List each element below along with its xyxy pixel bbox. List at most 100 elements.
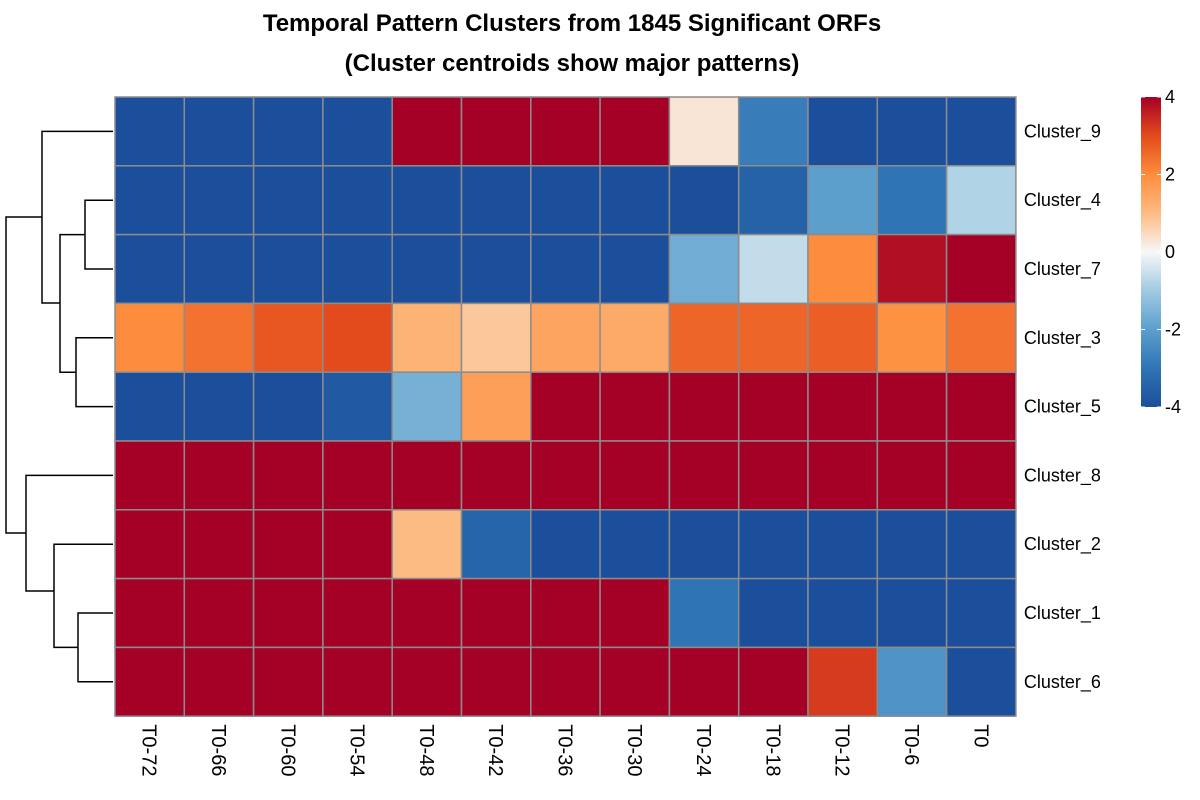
heatmap-cell [737, 371, 809, 442]
dendrogram-branch [41, 130, 113, 304]
column-label: T0-24 [692, 724, 714, 776]
heatmap-cell [252, 440, 324, 511]
row-labels: Cluster_9 Cluster_4 Cluster_7 Cluster_3 Clus… [1024, 121, 1101, 692]
heatmap-cell [460, 646, 532, 717]
heatmap-cell [807, 233, 879, 305]
heatmap-cell [114, 233, 186, 305]
color-legend: 4 2 0 -2 -4 [1141, 87, 1181, 417]
heatmap-cell [807, 577, 879, 649]
row-dendrogram [5, 130, 113, 683]
heatmap-cell [876, 165, 948, 236]
column-label: T0-6 [900, 724, 922, 765]
heatmap-cell [668, 371, 740, 442]
heatmap-cell [945, 371, 1017, 442]
heatmap-cell [460, 165, 532, 236]
heatmap-cell [530, 440, 601, 511]
heatmap-cell [114, 646, 186, 717]
heatmap-cell [183, 233, 255, 305]
heatmap-cell [252, 577, 324, 649]
heatmap-cell [252, 646, 324, 717]
heatmap-cell [322, 440, 393, 511]
heatmap-cell [530, 165, 601, 236]
heatmap-cell [183, 509, 255, 580]
heatmap-cell [737, 165, 809, 236]
heatmap-cell [737, 577, 809, 649]
heatmap-cell [322, 371, 393, 442]
heatmap-cell [322, 577, 393, 649]
heatmap-cell [599, 96, 671, 167]
heatmap-cell [668, 302, 740, 373]
heatmap-cell [530, 233, 601, 305]
heatmap-cell [391, 646, 463, 717]
heatmap-cell [737, 509, 809, 580]
heatmap-cell [530, 371, 601, 442]
dendrogram-branch [84, 199, 113, 270]
row-label: Cluster_5 [1024, 397, 1101, 418]
heatmap-cell [114, 371, 186, 442]
heatmap-cell [114, 509, 186, 580]
column-label: T0-54 [346, 724, 368, 776]
heatmap-cell [668, 233, 740, 305]
heatmap-cell [391, 302, 463, 373]
row-label: Cluster_9 [1024, 121, 1101, 142]
heatmap-cell [945, 165, 1017, 236]
heatmap-cell [737, 302, 809, 373]
heatmap-cell [322, 302, 393, 373]
heatmap-cell [391, 96, 463, 167]
heatmap-cell [183, 165, 255, 236]
column-label: T0-72 [138, 724, 160, 776]
heatmap-cell [668, 96, 740, 167]
heatmap-cell [322, 96, 393, 167]
heatmap-cell [252, 302, 324, 373]
heatmap-cell [876, 577, 948, 649]
heatmap-cell [945, 96, 1017, 167]
heatmap-cell [183, 96, 255, 167]
legend-colorbar [1141, 97, 1161, 407]
column-label: T0-30 [623, 724, 645, 776]
heatmap-cell [876, 371, 948, 442]
legend-tick-label: 0 [1165, 242, 1175, 262]
heatmap-cell [737, 233, 809, 305]
heatmap-cell [807, 509, 879, 580]
heatmap-cell [876, 646, 948, 717]
heatmap-cell [599, 233, 671, 305]
heatmap-cell [183, 440, 255, 511]
row-label: Cluster_2 [1024, 534, 1101, 555]
legend-tick-label: 2 [1165, 165, 1175, 185]
heatmap-cell [599, 371, 671, 442]
heatmap-cell [530, 302, 601, 373]
heatmap-cell [599, 509, 671, 580]
heatmap-cell [737, 440, 809, 511]
heatmap-cell [807, 646, 879, 717]
heatmap-cell [668, 440, 740, 511]
row-label: Cluster_3 [1024, 328, 1101, 349]
heatmap-cell [252, 371, 324, 442]
heatmap-cell [876, 302, 948, 373]
heatmap-cell [114, 577, 186, 649]
heatmap-cell [391, 371, 463, 442]
heatmap-cell [391, 165, 463, 236]
heatmap-cell [807, 302, 879, 373]
heatmap-cell [183, 646, 255, 717]
dendrogram-branch [5, 216, 42, 534]
row-label: Cluster_8 [1024, 465, 1101, 486]
dendrogram-branch [75, 337, 113, 408]
heatmap-cell [530, 509, 601, 580]
heatmap-cell [114, 302, 186, 373]
heatmap-cell [252, 96, 324, 167]
heatmap-cell [945, 233, 1017, 305]
heatmap-cell [530, 96, 601, 167]
column-label: T0 [969, 724, 991, 747]
heatmap-cell [530, 577, 601, 649]
heatmap-cell [737, 646, 809, 717]
dendrogram-branch [53, 543, 113, 649]
heatmap-cell [391, 509, 463, 580]
heatmap-cell [252, 509, 324, 580]
heatmap-cell [599, 440, 671, 511]
heatmap-cell [599, 577, 671, 649]
dendrogram-branch [25, 474, 113, 592]
heatmap-cell [460, 96, 532, 167]
heatmap-cell [322, 165, 393, 236]
heatmap-cell [945, 509, 1017, 580]
heatmap-cell [807, 96, 879, 167]
